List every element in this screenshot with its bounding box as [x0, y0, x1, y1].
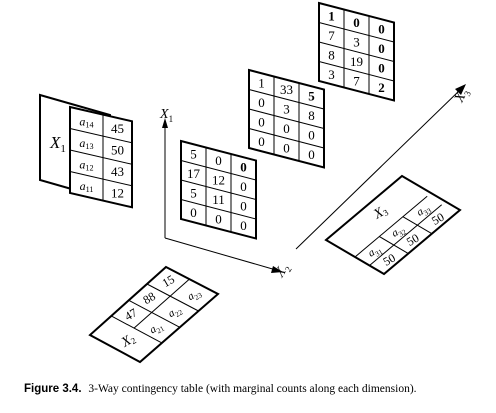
slice-cell: 17	[187, 166, 201, 181]
slice-cell: 7	[328, 28, 335, 43]
slice-cell: 0	[258, 95, 265, 110]
marginal-x1-value: 45	[111, 121, 124, 136]
marginal-x3-symbol: a32	[390, 223, 408, 241]
slice-cell: 7	[353, 74, 360, 89]
slice-cell: 0	[215, 153, 222, 168]
slice-cell: 12	[212, 173, 225, 188]
marginal-x2-symbol: a23	[186, 286, 204, 304]
slice-cell: 0	[378, 41, 385, 56]
slice-cell: 0	[240, 218, 247, 233]
axis-x2-label: X2	[272, 261, 294, 282]
slice-cell: 0	[353, 15, 360, 30]
marginal-x1-value: 12	[111, 186, 124, 201]
axis-x1: X1	[159, 107, 173, 238]
caption-label: Figure 3.4.	[24, 383, 82, 395]
slice-cell: 0	[240, 160, 247, 175]
figure-caption: Figure 3.4. 3-Way contingency table (wit…	[24, 383, 417, 395]
slice-cell: 5	[190, 147, 197, 162]
slice-cell: 0	[240, 199, 247, 214]
marginal-x2-symbol: a21	[148, 319, 166, 337]
slices: 5 0 017 12 05 11 00 0 01 33 50 3 80 0 00 0 01 0 07 3 08 19 03 7…	[180, 1, 395, 240]
slice-cell: 2	[378, 80, 385, 95]
slice-2: 1 33 5 0 3 8 0 0 0 0 0 0	[248, 68, 325, 169]
marginal-x1-value: 50	[111, 143, 124, 158]
slice-cell: 0	[378, 61, 385, 76]
slice-cell: 0	[283, 141, 290, 156]
marginal-x1: X1 a14 45 a13 50 a12 43 a11 12	[39, 93, 133, 209]
slice-1: 5 0 0 17 12 0 5 11 0 0 0 0	[180, 139, 257, 240]
slice-cell: 0	[258, 115, 265, 130]
slice-cell: 0	[378, 22, 385, 37]
axis-x2: X2	[164, 237, 294, 282]
axis-x1-label: X1	[159, 107, 173, 124]
slice-cell: 0	[308, 128, 315, 143]
marginal-x1-symbol: a12	[79, 158, 93, 173]
slice-cell: 0	[283, 121, 290, 136]
caption-text: 3-Way contingency table (with marginal c…	[88, 383, 416, 395]
slice-cell: 33	[280, 82, 293, 97]
slice-cell: 0	[215, 212, 222, 227]
marginal-x1-symbol: a11	[80, 179, 94, 194]
slice-3: 1 0 0 7 3 0 8 19 0 3 7 2	[318, 1, 395, 102]
slice-cell: 0	[190, 205, 197, 220]
marginal-x1-value: 43	[111, 164, 124, 179]
slice-cell: 19	[350, 54, 363, 69]
slice-cell: 5	[308, 89, 315, 104]
slice-cell: 3	[353, 35, 360, 50]
slice-cell: 11	[212, 192, 225, 207]
slice-cell: 3	[328, 67, 335, 82]
slice-cell: 0	[308, 147, 315, 162]
slice-cell: 0	[240, 179, 247, 194]
marginal-x1-label: X1	[49, 133, 66, 155]
marginal-x3-symbol: a31	[366, 243, 384, 261]
slice-cell: 8	[308, 108, 315, 123]
slice-cell: 8	[328, 48, 335, 63]
slice-cell: 1	[328, 9, 335, 24]
slice-cell: 0	[258, 134, 265, 149]
marginal-x2-symbol: a22	[166, 303, 184, 321]
slice-cell: 3	[283, 102, 290, 117]
marginal-x1-symbol: a14	[79, 115, 93, 130]
slice-cell: 5	[190, 186, 197, 201]
marginal-x1-symbol: a13	[79, 136, 93, 151]
marginal-x3-symbol: a33	[415, 202, 433, 220]
slice-cell: 1	[258, 76, 265, 91]
